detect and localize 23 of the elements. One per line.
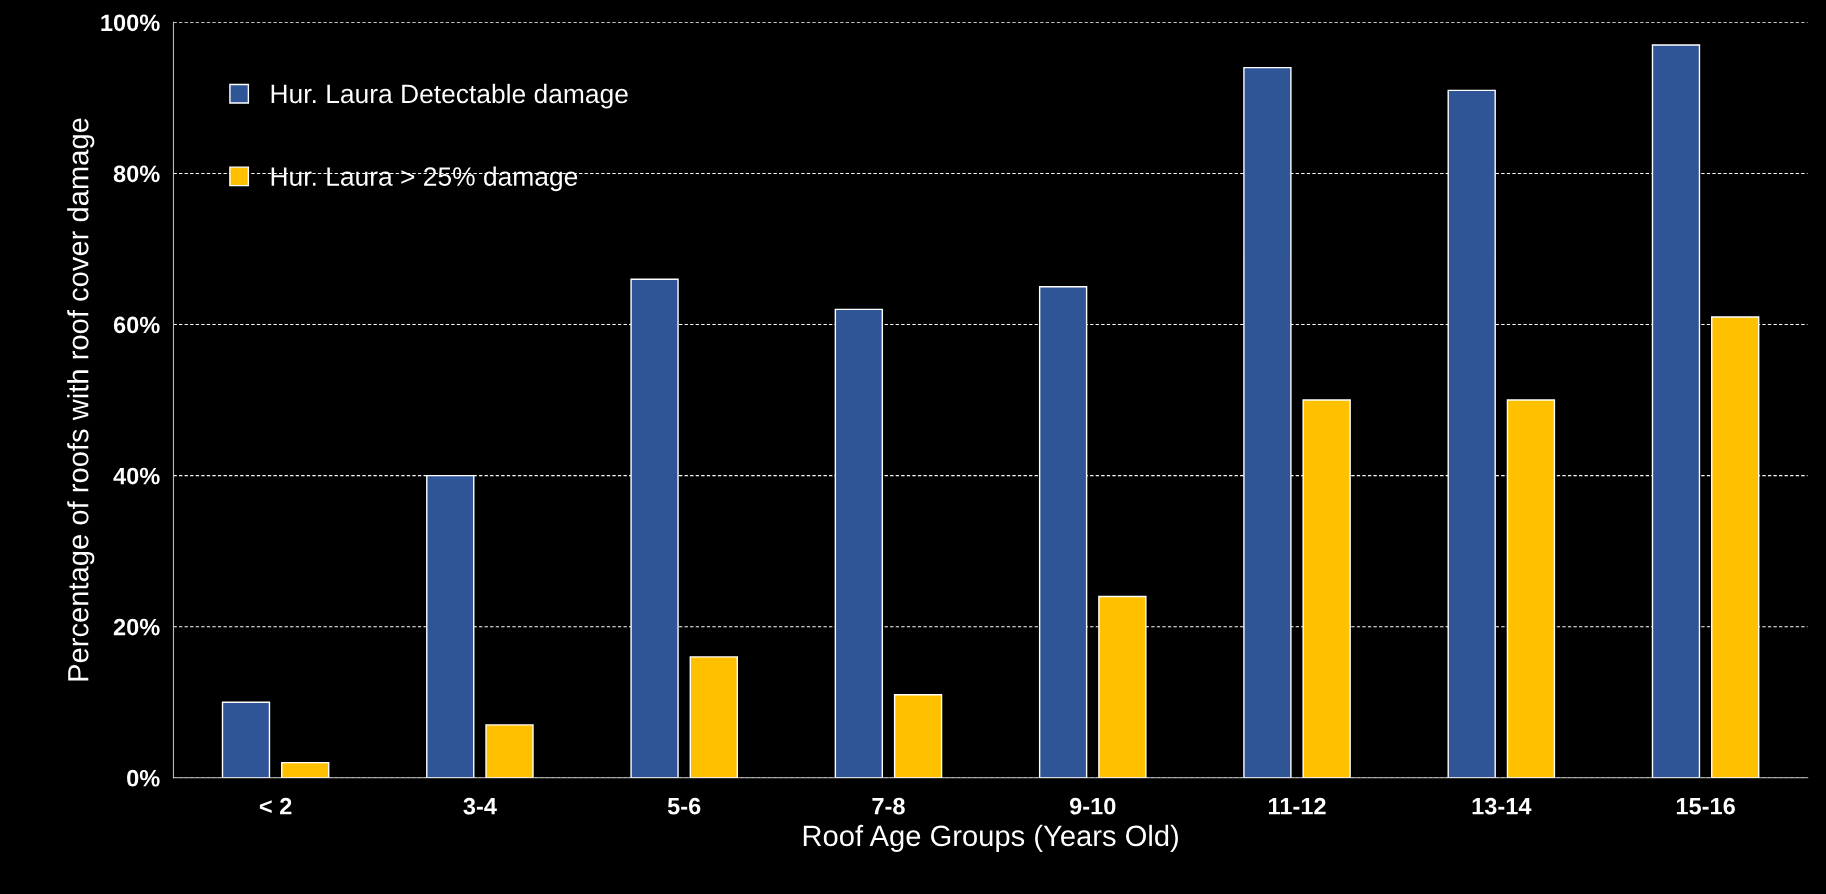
y-tick-label: 100% [101,14,160,32]
y-tick-label: 0% [127,769,160,787]
y-tick-label: 60% [113,316,160,334]
legend-label: Hur. Laura > 25% damage [271,166,578,192]
bar [221,701,271,778]
bar [689,656,738,778]
bar [893,693,943,778]
y-tick-label: 80% [113,165,160,183]
bar [485,724,534,778]
x-tick-label: 11-12 [1268,797,1326,815]
bar [281,761,330,778]
y-axis-title: Percentage of roofs with roof cover damage [67,118,95,681]
x-tick-label: 13-14 [1472,797,1532,815]
x-tick-label: 5-6 [667,797,701,815]
x-tick-label: 9-10 [1069,797,1116,815]
x-tick-label: 15-16 [1676,797,1735,815]
x-tick-label: < 2 [259,797,292,815]
x-tick-label: 3-4 [463,797,497,815]
y-tick-label: 40% [113,467,160,485]
x-tick-label: 7-8 [872,797,905,815]
y-tick-label: 20% [113,618,160,636]
x-axis-title: Roof Age Groups (Years Old) [803,824,1178,852]
legend-label: Hur. Laura Detectable damage [271,83,628,109]
